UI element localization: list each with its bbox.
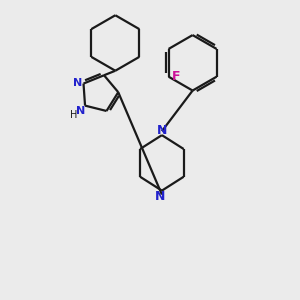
Text: F: F bbox=[172, 70, 181, 83]
Text: N: N bbox=[157, 124, 167, 137]
Text: N: N bbox=[155, 190, 165, 203]
Text: N: N bbox=[76, 106, 86, 116]
Text: H: H bbox=[70, 110, 78, 119]
Text: N: N bbox=[73, 78, 82, 88]
